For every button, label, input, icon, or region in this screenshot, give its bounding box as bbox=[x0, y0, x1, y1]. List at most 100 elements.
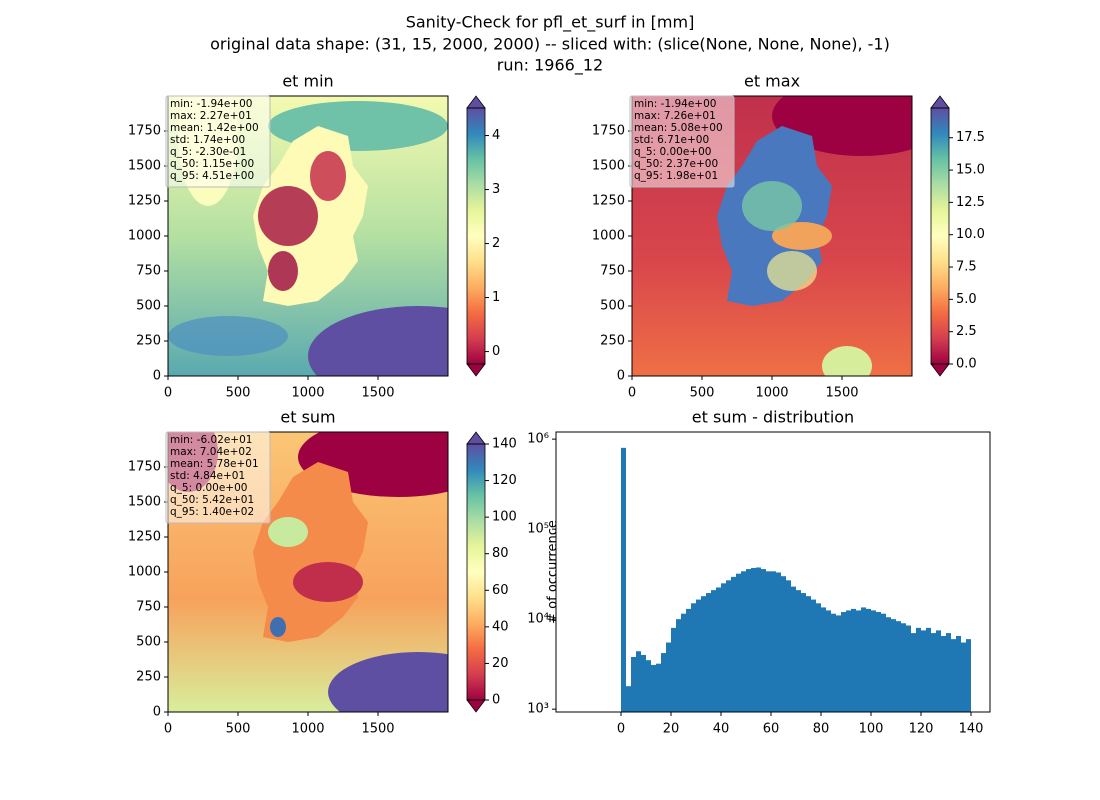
x-tick-label: 0 bbox=[628, 386, 636, 401]
histogram-bar bbox=[866, 608, 871, 712]
histogram-bar bbox=[656, 663, 661, 712]
histogram-bar bbox=[751, 568, 756, 712]
colorbar-tick-label: 80 bbox=[492, 546, 509, 561]
colorbar-tick-label: 60 bbox=[492, 583, 509, 598]
histogram-bar bbox=[646, 660, 651, 712]
y-tick-label: 500 bbox=[136, 299, 161, 314]
histogram-bar bbox=[871, 610, 876, 712]
colorbar-extend bbox=[930, 95, 950, 109]
stats-line: std: 1.74e+00 bbox=[170, 134, 245, 146]
stats-line: min: -6.02e+01 bbox=[170, 434, 252, 446]
stats-line: q_50: 1.15e+00 bbox=[170, 158, 254, 170]
histogram-bar bbox=[881, 613, 886, 712]
histogram-bar bbox=[926, 627, 931, 712]
histogram-bar bbox=[891, 619, 896, 712]
colorbar-extend bbox=[466, 699, 486, 713]
stats-line: std: 4.84e+01 bbox=[170, 470, 245, 482]
histogram-bar bbox=[756, 567, 761, 712]
histogram-bar bbox=[711, 590, 716, 712]
axes-frame bbox=[555, 431, 991, 713]
histogram-bar bbox=[861, 607, 866, 712]
histogram-bar bbox=[781, 576, 786, 712]
histogram-bar bbox=[671, 627, 676, 712]
stats-line: q_95: 4.51e+00 bbox=[170, 170, 254, 182]
histogram-bar bbox=[896, 621, 901, 712]
colorbar-tick-label: 140 bbox=[492, 437, 517, 452]
histogram-bar bbox=[791, 586, 796, 712]
axes-frame bbox=[631, 95, 913, 377]
colorbar-tick-label: 40 bbox=[492, 619, 509, 634]
y-tick-label: 750 bbox=[136, 264, 161, 279]
stats-box bbox=[165, 95, 271, 188]
y-tick-label: 10⁶ bbox=[527, 432, 549, 447]
y-tick-label: 1000 bbox=[592, 229, 625, 244]
histogram-bar bbox=[916, 627, 921, 712]
axes-title: et sum bbox=[280, 408, 335, 427]
y-tick-label: 750 bbox=[136, 600, 161, 615]
colorbar-frame bbox=[466, 107, 486, 365]
histogram-bar bbox=[686, 608, 691, 712]
colorbar-extend bbox=[466, 363, 486, 377]
x-tick-label: 20 bbox=[663, 722, 680, 737]
histogram-bar bbox=[716, 587, 721, 712]
colorbar-tick-label: 7.5 bbox=[956, 260, 977, 275]
histogram-bar bbox=[786, 580, 791, 712]
histogram-bar bbox=[961, 642, 966, 712]
histogram-bar bbox=[721, 583, 726, 712]
histogram-bar bbox=[921, 630, 926, 712]
colorbar-extend bbox=[466, 95, 486, 109]
histogram-bar bbox=[946, 633, 951, 712]
histogram-bar bbox=[676, 619, 681, 712]
axes-frame bbox=[167, 95, 449, 377]
y-tick-label: 10⁴ bbox=[527, 612, 549, 627]
histogram-bar bbox=[701, 596, 706, 712]
colorbar bbox=[467, 444, 485, 700]
x-tick-label: 120 bbox=[909, 722, 934, 737]
colorbar-extend bbox=[466, 431, 486, 445]
histogram-bar bbox=[706, 593, 711, 712]
histogram-bar bbox=[906, 625, 911, 712]
y-tick-label: 1000 bbox=[128, 229, 161, 244]
x-tick-label: 1500 bbox=[361, 722, 394, 737]
y-tick-label: 0 bbox=[153, 369, 161, 384]
x-tick-label: 40 bbox=[713, 722, 730, 737]
colorbar-frame bbox=[930, 107, 950, 365]
colorbar-tick-label: 1 bbox=[492, 290, 500, 305]
x-tick-label: 1000 bbox=[291, 386, 324, 401]
histogram-bar bbox=[821, 607, 826, 712]
x-tick-label: 500 bbox=[690, 386, 715, 401]
stats-line: max: 7.04e+02 bbox=[170, 446, 252, 458]
x-tick-label: 1000 bbox=[291, 722, 324, 737]
colorbar-tick-label: 2.5 bbox=[956, 324, 977, 339]
histogram-bar bbox=[966, 639, 971, 712]
axes-title: et max bbox=[744, 72, 800, 91]
histogram-bar bbox=[731, 576, 736, 712]
histogram-bar bbox=[856, 610, 861, 712]
map-image bbox=[168, 96, 448, 376]
histogram-bar bbox=[696, 599, 701, 712]
x-tick-label: 0 bbox=[164, 386, 172, 401]
stats-line: min: -1.94e+00 bbox=[170, 98, 252, 110]
y-tick-label: 1500 bbox=[592, 159, 625, 174]
y-tick-label: 250 bbox=[136, 670, 161, 685]
colorbar-tick-label: 0 bbox=[492, 693, 500, 708]
colorbar bbox=[931, 108, 949, 364]
colorbar-tick-label: 100 bbox=[492, 510, 517, 525]
stats-line: max: 2.27e+01 bbox=[170, 110, 252, 122]
y-tick-label: 1500 bbox=[128, 495, 161, 510]
histogram-bar bbox=[901, 623, 906, 712]
colorbar-tick-label: 12.5 bbox=[956, 195, 985, 210]
histogram-bar bbox=[816, 603, 821, 712]
histogram-bar bbox=[911, 633, 916, 712]
x-tick-label: 1000 bbox=[755, 386, 788, 401]
suptitle: Sanity-Check for pfl_et_surf in [mm] bbox=[406, 13, 695, 33]
y-tick-label: 0 bbox=[153, 705, 161, 720]
colorbar-tick-label: 15.0 bbox=[956, 163, 985, 178]
axes-title: et sum - distribution bbox=[692, 408, 854, 427]
stats-line: mean: 5.08e+00 bbox=[634, 122, 723, 134]
histogram-bar bbox=[761, 569, 766, 712]
histogram-bar bbox=[776, 572, 781, 712]
histogram-bar bbox=[851, 608, 856, 712]
suptitle: original data shape: (31, 15, 2000, 2000… bbox=[210, 35, 890, 54]
